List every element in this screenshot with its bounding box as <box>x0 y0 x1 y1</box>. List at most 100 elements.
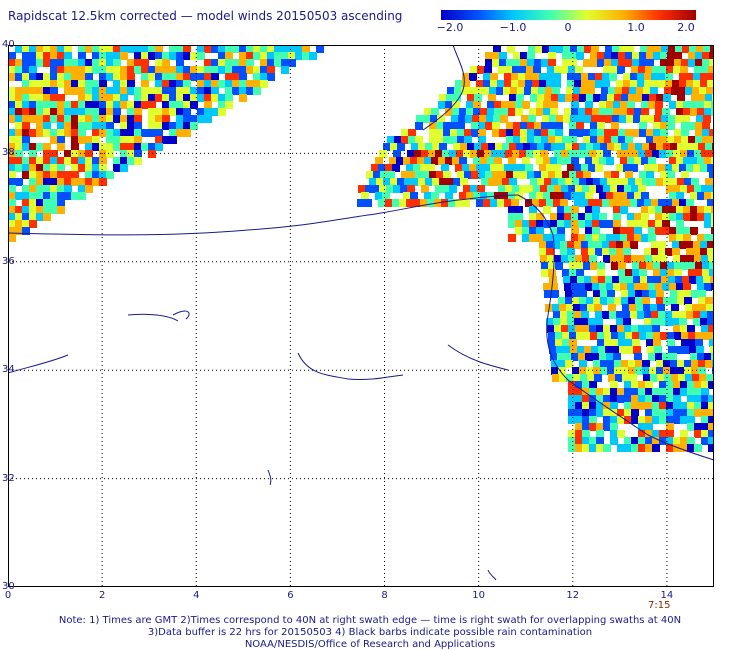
wind-cell <box>204 87 212 95</box>
wind-cell <box>225 87 233 95</box>
wind-cell <box>92 129 100 137</box>
wind-cell <box>36 101 44 109</box>
wind-cell <box>57 94 65 102</box>
wind-cell <box>106 122 114 130</box>
wind-cell <box>692 87 700 95</box>
wind-cell <box>525 73 533 81</box>
wind-cell <box>548 262 556 270</box>
wind-cell <box>555 122 563 130</box>
wind-cell <box>483 80 491 88</box>
wind-cell <box>585 157 593 165</box>
wind-cell <box>190 101 198 109</box>
coastline-segment <box>487 569 497 581</box>
wind-cell <box>432 178 440 186</box>
wind-cell <box>683 108 691 116</box>
wind-cell <box>539 199 547 207</box>
wind-cell <box>623 248 631 256</box>
wind-cell <box>671 374 679 382</box>
wind-cell <box>581 248 589 256</box>
wind-cell <box>8 206 16 214</box>
wind-cell <box>464 129 472 137</box>
wind-cell <box>667 269 675 277</box>
wind-cell <box>574 80 582 88</box>
x-tick-label: 12 <box>566 590 580 601</box>
wind-cell <box>446 94 454 102</box>
wind-cell <box>464 136 472 144</box>
wind-cell <box>487 157 495 165</box>
wind-cell <box>510 87 518 95</box>
wind-cell <box>665 73 673 81</box>
wind-cell <box>666 388 674 396</box>
wind-cell <box>436 129 444 137</box>
wind-cell <box>162 66 170 74</box>
wind-cell <box>695 136 703 144</box>
wind-cell <box>618 332 626 340</box>
wind-cell <box>622 304 630 312</box>
wind-cell <box>50 80 58 88</box>
wind-cell <box>616 80 624 88</box>
wind-cell <box>548 136 556 144</box>
wind-cell <box>503 87 511 95</box>
wind-cell <box>558 178 566 186</box>
wind-cell <box>78 164 86 172</box>
wind-cell <box>582 402 590 410</box>
wind-cell <box>113 45 121 53</box>
wind-cell <box>8 73 16 81</box>
wind-cell <box>708 395 714 403</box>
wind-cell <box>637 80 645 88</box>
wind-cell <box>648 206 656 214</box>
wind-cell <box>658 80 666 88</box>
wind-cell <box>662 213 670 221</box>
wind-cell <box>477 66 485 74</box>
wind-cell <box>447 87 455 95</box>
wind-cell <box>538 87 546 95</box>
wind-cell <box>478 136 486 144</box>
wind-cell <box>204 80 212 88</box>
wind-cell <box>644 164 652 172</box>
wind-cell <box>490 199 498 207</box>
wind-cell <box>697 283 705 291</box>
wind-cell <box>681 262 689 270</box>
wind-cell <box>573 304 581 312</box>
wind-cell <box>569 171 577 179</box>
x-tick-label: 10 <box>472 590 486 601</box>
wind-cell <box>620 157 628 165</box>
wind-cell <box>589 255 597 263</box>
wind-cell <box>548 171 556 179</box>
wind-cell <box>513 129 521 137</box>
wind-cell <box>668 115 676 123</box>
wind-cell <box>651 80 659 88</box>
wind-cell <box>15 73 23 81</box>
wind-cell <box>15 178 23 186</box>
colorbar-tick: −2.0 <box>436 21 464 34</box>
wind-cell <box>438 157 446 165</box>
wind-cell <box>22 164 30 172</box>
wind-cell <box>548 332 556 340</box>
wind-cell <box>658 318 666 326</box>
wind-cell <box>466 192 474 200</box>
wind-cell <box>619 346 627 354</box>
wind-cell <box>631 150 639 158</box>
wind-cell <box>544 178 552 186</box>
wind-cell <box>659 402 667 410</box>
wind-cell <box>586 367 594 375</box>
wind-cell <box>659 66 667 74</box>
wind-cell <box>694 388 702 396</box>
wind-cell <box>665 80 673 88</box>
wind-cell <box>687 185 695 193</box>
wind-cell <box>701 255 709 263</box>
wind-cell <box>543 234 551 242</box>
wind-cell <box>211 94 219 102</box>
wind-cell <box>670 367 678 375</box>
wind-cell <box>113 129 121 137</box>
wind-cell <box>155 52 163 60</box>
wind-cell <box>688 332 696 340</box>
wind-cell <box>606 353 614 361</box>
wind-cell <box>672 241 680 249</box>
wind-cell <box>588 73 596 81</box>
wind-cell <box>375 157 383 165</box>
wind-cell <box>554 255 562 263</box>
wind-cell <box>708 437 714 445</box>
wind-cell <box>22 192 30 200</box>
wind-cell <box>610 325 618 333</box>
